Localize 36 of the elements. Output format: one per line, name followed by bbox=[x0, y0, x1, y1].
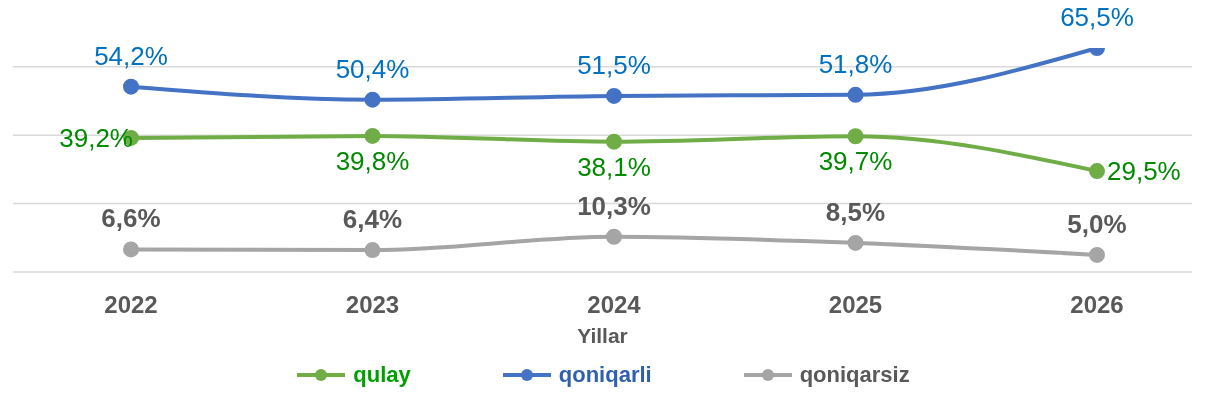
legend-label: qoniqarli bbox=[558, 362, 652, 388]
x-tick-label: 2024 bbox=[587, 291, 642, 319]
point bbox=[606, 133, 622, 150]
data-label: 6,6% bbox=[101, 203, 161, 234]
point bbox=[364, 127, 381, 144]
point bbox=[847, 128, 864, 145]
x-tick-label: 2025 bbox=[828, 291, 883, 319]
point bbox=[1089, 246, 1105, 263]
point bbox=[606, 87, 622, 104]
point bbox=[1089, 163, 1105, 180]
data-label: 8,5% bbox=[825, 196, 886, 227]
data-label: 54,2% bbox=[94, 40, 168, 71]
data-label: 6,4% bbox=[342, 204, 403, 235]
data-label: 5,0% bbox=[1067, 208, 1127, 239]
x-tick-label: 2026 bbox=[1070, 291, 1124, 319]
point bbox=[364, 91, 381, 108]
point bbox=[123, 78, 139, 95]
data-label: 65,5% bbox=[1060, 2, 1134, 32]
legend-label: qoniqarsiz bbox=[799, 362, 910, 388]
x-axis-title: Yillar bbox=[577, 323, 628, 347]
point bbox=[847, 86, 864, 103]
data-label: 29,5% bbox=[1107, 156, 1181, 187]
data-label: 39,7% bbox=[818, 146, 893, 177]
point bbox=[606, 228, 622, 245]
point bbox=[123, 241, 139, 258]
data-label: 51,5% bbox=[577, 49, 651, 80]
x-tick-label: 2023 bbox=[345, 291, 400, 319]
x-tick-label: 2022 bbox=[104, 291, 158, 319]
point bbox=[847, 234, 864, 251]
data-label: 38,1% bbox=[577, 151, 651, 182]
legend-label: qulay bbox=[353, 362, 411, 388]
data-label: 50,4% bbox=[335, 53, 410, 84]
data-label: 39,8% bbox=[335, 145, 410, 176]
data-label: 51,8% bbox=[818, 48, 893, 79]
point bbox=[364, 242, 381, 259]
data-label: 10,3% bbox=[577, 190, 651, 221]
